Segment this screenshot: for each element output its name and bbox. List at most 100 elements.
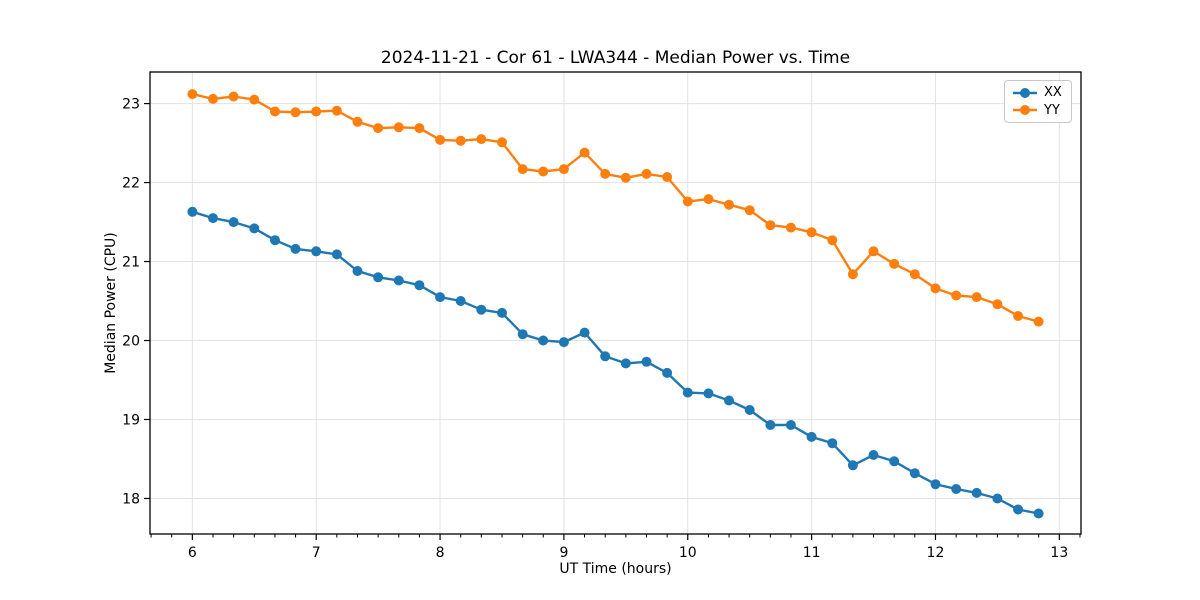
- series-yy-point: [311, 106, 322, 117]
- series-xx-point: [1013, 504, 1024, 515]
- series-yy-point: [703, 194, 714, 205]
- y-tick-label: 18: [122, 491, 140, 507]
- series-xx-point: [620, 358, 631, 369]
- series-xx-point: [1033, 508, 1044, 519]
- y-tick-label: 21: [122, 255, 140, 271]
- series-yy-point: [1033, 316, 1044, 327]
- series-xx-point: [579, 327, 590, 338]
- series-xx-point: [331, 249, 342, 260]
- series-xx-point: [600, 351, 611, 362]
- legend: XX YY: [1004, 80, 1072, 123]
- series-xx-point: [724, 395, 734, 406]
- x-tick-label: 13: [1050, 545, 1068, 561]
- legend-label: YY: [1044, 102, 1060, 118]
- series-yy-point: [620, 172, 631, 183]
- legend-label: XX: [1044, 85, 1062, 101]
- series-xx-point: [682, 387, 693, 398]
- y-tick-label: 23: [122, 97, 140, 113]
- series-yy-point: [744, 205, 755, 216]
- series-yy-point: [1013, 311, 1024, 321]
- x-axis-label: UT Time (hours): [559, 561, 672, 577]
- series-xx-point: [827, 438, 838, 449]
- series-xx-point: [373, 272, 384, 283]
- series-yy-point: [517, 164, 528, 175]
- chart-title: 2024-11-21 - Cor 61 - LWA344 - Median Po…: [380, 48, 851, 68]
- series-yy-point: [662, 172, 673, 182]
- x-tick-label: 6: [188, 545, 197, 561]
- series-xx-point: [435, 292, 446, 303]
- series-xx-point: [208, 213, 218, 224]
- legend-item-xx: XX: [1012, 84, 1064, 102]
- series-xx-point: [703, 388, 714, 399]
- series-yy-point: [455, 135, 466, 146]
- series-yy-point: [682, 196, 693, 207]
- plot-border: [149, 71, 1082, 535]
- series-xx-point: [249, 223, 260, 234]
- series-yy-point: [785, 222, 796, 233]
- series-xx-point: [538, 335, 549, 346]
- series-xx-point: [311, 246, 322, 257]
- series-yy-point: [724, 199, 734, 210]
- series-xx-point: [517, 329, 528, 340]
- x-tick-label: 8: [436, 545, 445, 561]
- series-yy-point: [889, 258, 900, 269]
- legend-line-marker-icon: [1013, 105, 1037, 116]
- y-tick-label: 19: [122, 412, 140, 428]
- series-xx-point: [806, 431, 817, 442]
- series-xx-point: [352, 266, 363, 276]
- series-xx-point: [290, 243, 301, 254]
- series-yy-point: [971, 292, 982, 303]
- series-yy-point: [951, 290, 962, 301]
- series-yy-point: [393, 122, 404, 133]
- series-xx-point: [971, 487, 982, 498]
- series-yy-point: [373, 123, 384, 134]
- series-xx-line: [191, 210, 1040, 515]
- series-yy-point: [187, 89, 198, 100]
- series-xx-point: [868, 450, 879, 460]
- series-yy-point: [765, 220, 776, 231]
- x-tick-label: 10: [679, 545, 697, 561]
- y-tick-label: 20: [122, 334, 140, 350]
- series-yy-point: [208, 93, 218, 104]
- series-xx-point: [641, 356, 652, 367]
- series-yy-point: [579, 147, 590, 158]
- series-yy-point: [249, 94, 260, 105]
- series-xx-point: [187, 206, 198, 217]
- series-xx-point: [785, 420, 796, 430]
- x-tick-label: 7: [312, 545, 321, 561]
- x-tick-label: 11: [803, 545, 821, 561]
- series-xx-point: [951, 484, 962, 494]
- series-yy-point: [806, 227, 817, 238]
- series-xx-point: [414, 280, 425, 291]
- series-xx-point: [662, 367, 673, 378]
- series-xx-point: [270, 235, 280, 246]
- x-tick-label: 12: [927, 545, 945, 561]
- series-xx-point: [744, 405, 755, 415]
- series-yy-point: [558, 164, 569, 175]
- x-tick-label: 9: [559, 545, 568, 561]
- series-yy-point: [228, 91, 239, 102]
- series-yy-point: [992, 299, 1003, 310]
- series-yy-point: [538, 166, 549, 177]
- y-axis-label: Median Power (CPU): [103, 232, 119, 374]
- series-xx-point: [476, 304, 487, 315]
- series-yy-point: [641, 168, 652, 179]
- series-yy-point: [290, 107, 301, 118]
- series-yy-point: [847, 269, 858, 280]
- series-xx-point: [558, 337, 569, 348]
- series-yy-point: [331, 105, 342, 116]
- series-xx-point: [393, 275, 404, 286]
- series-yy-point: [476, 134, 487, 145]
- legend-line-marker-icon: [1013, 87, 1037, 98]
- series-yy-point: [930, 283, 941, 294]
- series-xx-point: [847, 460, 858, 471]
- legend-item-yy: YY: [1012, 102, 1064, 120]
- series-xx-point: [889, 456, 900, 467]
- series-xx-point: [497, 307, 507, 318]
- series-yy-point: [827, 235, 838, 246]
- series-xx-point: [765, 420, 776, 430]
- series-yy-point: [909, 269, 920, 280]
- series-yy-point: [352, 116, 363, 127]
